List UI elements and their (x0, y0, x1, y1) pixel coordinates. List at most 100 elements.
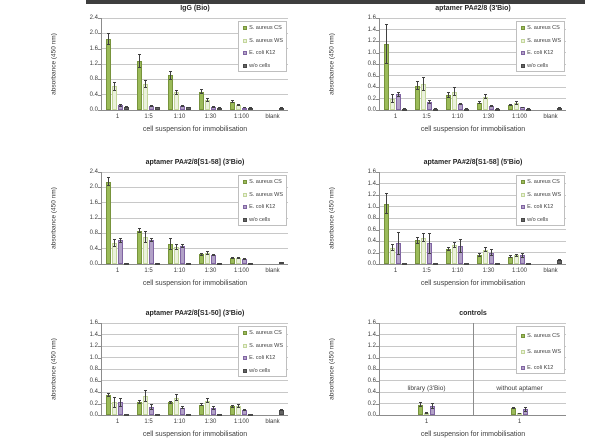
error-bar-cap (484, 250, 487, 252)
chart-aptamer-s1-58-5bio: aptamer PA#2/8[S1-58] (5'Bio) absorbance… (318, 158, 580, 296)
legend-label: S. aureus CS (249, 179, 282, 185)
error-bar-cap (212, 106, 215, 108)
error-bar-cap (509, 104, 512, 106)
error-bar-cap (428, 252, 431, 254)
error-bar (454, 87, 455, 97)
bar-k12 (211, 255, 216, 264)
y-tick-label: 0.8 (367, 61, 376, 67)
error-bar-cap (515, 101, 518, 103)
k12-legend-marker (243, 205, 248, 209)
y-tick-label: 0.2 (89, 400, 98, 407)
cs-legend-marker (243, 180, 248, 184)
y-tick-mark (376, 334, 379, 336)
error-bar-cap (490, 254, 493, 256)
y-tick-mark (98, 357, 101, 359)
y-tick-mark (98, 18, 101, 19)
legend-label: w/o cells (527, 216, 549, 223)
cs-legend-marker (243, 26, 248, 30)
gridline (102, 78, 288, 80)
y-tick-label: 0.4 (89, 245, 98, 252)
error-bar-cap (518, 412, 521, 414)
error-bar-cap (243, 106, 246, 108)
error-bar-cap (125, 106, 128, 108)
annotation-label: without aptamer (496, 385, 543, 393)
error-bar-cap (138, 402, 141, 404)
error-bar-cap (237, 258, 240, 260)
error-bar (426, 411, 427, 414)
y-tick-mark (376, 98, 379, 100)
error-bar-cap (175, 394, 178, 396)
error-bar-cap (484, 98, 487, 100)
error-bar-cap (391, 93, 394, 95)
error-bar-cap (206, 254, 209, 256)
y-tick-mark (376, 323, 379, 324)
error-bar-cap (150, 237, 153, 239)
bar-wo (217, 413, 222, 416)
bar-cs (106, 394, 111, 415)
error-bar (516, 101, 517, 105)
y-axis-line (379, 18, 380, 110)
legend: S. aureus CS S. aureus WS E. coli K12 (516, 326, 565, 374)
legend: S. aureus CS S. aureus WS E. coli K12 w/o c… (238, 326, 287, 377)
error-bar-cap (524, 410, 527, 412)
error-bar-cap (231, 406, 234, 408)
y-tick-mark (376, 403, 379, 405)
error-bar (522, 253, 523, 258)
x-tick-label: 1:30 (482, 268, 495, 274)
chart-title: controls (459, 310, 487, 317)
gridline (380, 183, 566, 184)
x-tick-label: 1 (517, 419, 522, 425)
error-bar-cap (169, 238, 172, 240)
error-bar-cap (453, 246, 456, 248)
y-tick-mark (98, 33, 101, 35)
error-bar-cap (403, 108, 406, 110)
error-bar (386, 193, 387, 214)
gridline (102, 368, 288, 370)
error-bar-cap (509, 257, 512, 259)
y-tick-mark (98, 415, 101, 416)
y-tick-mark (98, 380, 101, 382)
legend-entry: S. aureus CS (521, 333, 561, 339)
y-tick-label: 0.8 (89, 230, 98, 237)
error-bar-cap (200, 402, 203, 404)
gridline (102, 322, 288, 324)
gridline (380, 98, 566, 99)
cs-legend-marker (521, 26, 526, 30)
gridline (102, 202, 288, 204)
gridline (380, 229, 566, 230)
x-tick-label: 1:5 (144, 419, 153, 425)
error-bar-cap (169, 400, 172, 402)
legend-label: S. aureus CS (527, 179, 560, 185)
x-tick-label: 1:5 (144, 268, 153, 274)
bar-wo (495, 262, 500, 265)
error-bar-cap (425, 411, 428, 413)
x-tick-label: 1 (424, 419, 429, 425)
k12-legend-marker (521, 366, 526, 370)
error-bar-cap (422, 241, 425, 243)
y-tick-mark (376, 380, 379, 382)
error-bar-cap (212, 406, 215, 408)
legend-entry: S. aureus CS (243, 179, 283, 185)
gridline (380, 63, 566, 65)
error-bar-cap (416, 236, 419, 238)
y-tick-mark (98, 334, 101, 336)
gridline (102, 17, 288, 19)
error-bar-cap (150, 106, 153, 108)
error-bar-cap (397, 231, 400, 233)
error-bar-cap (391, 244, 394, 246)
legend-label: E. coli K12 (527, 204, 554, 210)
y-tick-mark (376, 75, 379, 77)
legend-entry: S. aureus CS (521, 179, 561, 185)
error-bar (201, 89, 202, 94)
y-tick-mark (98, 392, 101, 393)
error-bar (207, 398, 208, 403)
legend-label: S. aureus WS (249, 342, 283, 349)
gridline (380, 29, 566, 30)
error-bar (201, 252, 202, 256)
error-bar (479, 100, 480, 105)
gridline (380, 240, 566, 242)
gridline (380, 194, 566, 196)
y-tick-label: 1.4 (367, 26, 376, 33)
y-tick-mark (376, 415, 379, 416)
